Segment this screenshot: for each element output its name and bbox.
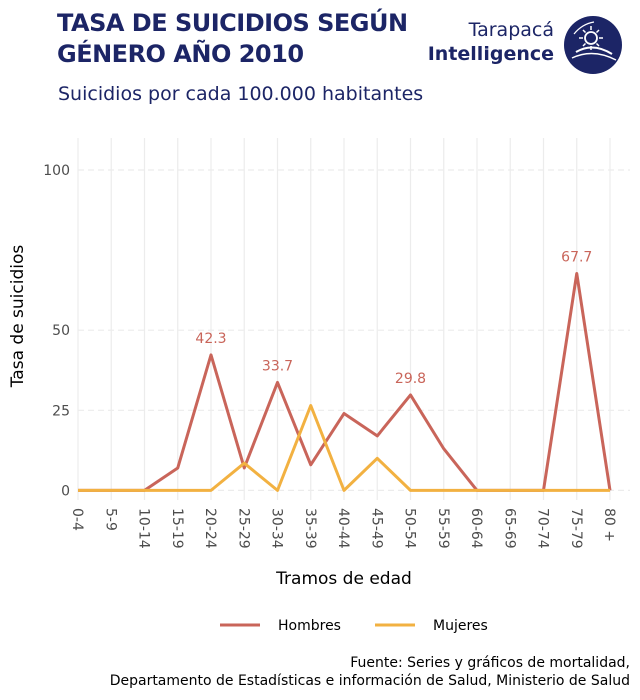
y-tick-label: 0 — [61, 483, 70, 499]
chart-title: Tasa de suicidios según género año 2010 — [57, 8, 417, 70]
chart-subtitle: Suicidios por cada 100.000 habitantes — [58, 83, 423, 105]
y-tick-label: 100 — [43, 163, 70, 179]
x-tick-label: 15-19 — [169, 508, 185, 549]
data-label: 67.7 — [561, 250, 592, 266]
x-tick-label: 65-69 — [501, 508, 517, 549]
x-tick-label: 60-64 — [468, 508, 484, 549]
brand-name: Tarapacá Intelligence — [412, 18, 554, 66]
y-tick-label: 50 — [52, 323, 70, 339]
data-label: 33.7 — [262, 358, 293, 374]
brand-name-top: Tarapacá — [412, 18, 554, 42]
x-tick-label: 25-29 — [235, 508, 251, 549]
x-tick-label: 75-79 — [568, 508, 584, 549]
y-tick-label: 25 — [52, 403, 70, 419]
source-caption-line1: Fuente: Series y gráficos de mortalidad, — [110, 654, 630, 672]
x-tick-label: 10-14 — [136, 508, 152, 549]
brand-name-bottom: Intelligence — [412, 42, 554, 66]
globe-emblem-icon — [562, 14, 624, 76]
x-tick-label: 30-34 — [269, 508, 285, 549]
y-axis-title: Tasa de suicidios — [8, 245, 28, 389]
x-tick-label: 50-54 — [402, 508, 418, 549]
x-tick-label: 80 + — [601, 508, 617, 542]
line-chart: 0 25 50 100 0-4 5-9 10-14 15-19 20-24 25-29 30-34 3… — [0, 120, 640, 650]
x-tick-label: 40-44 — [335, 508, 351, 549]
source-caption-line2: Departamento de Estadísticas e informaci… — [110, 672, 630, 690]
data-label: 42.3 — [195, 331, 226, 347]
legend-label-hombres: Hombres — [278, 618, 341, 634]
x-tick-label: 70-74 — [535, 508, 551, 549]
data-label: 29.8 — [395, 371, 426, 387]
x-axis-title: Tramos de edad — [275, 569, 412, 589]
x-tick-label: 20-24 — [202, 508, 218, 549]
x-tick-label: 5-9 — [102, 508, 118, 531]
x-tick-label: 55-59 — [435, 508, 451, 549]
x-tick-label: 45-49 — [368, 508, 384, 549]
source-caption: Fuente: Series y gráficos de mortalidad,… — [110, 654, 630, 690]
legend-label-mujeres: Mujeres — [433, 618, 488, 634]
x-tick-label: 35-39 — [302, 508, 318, 549]
x-tick-label: 0-4 — [69, 508, 85, 531]
